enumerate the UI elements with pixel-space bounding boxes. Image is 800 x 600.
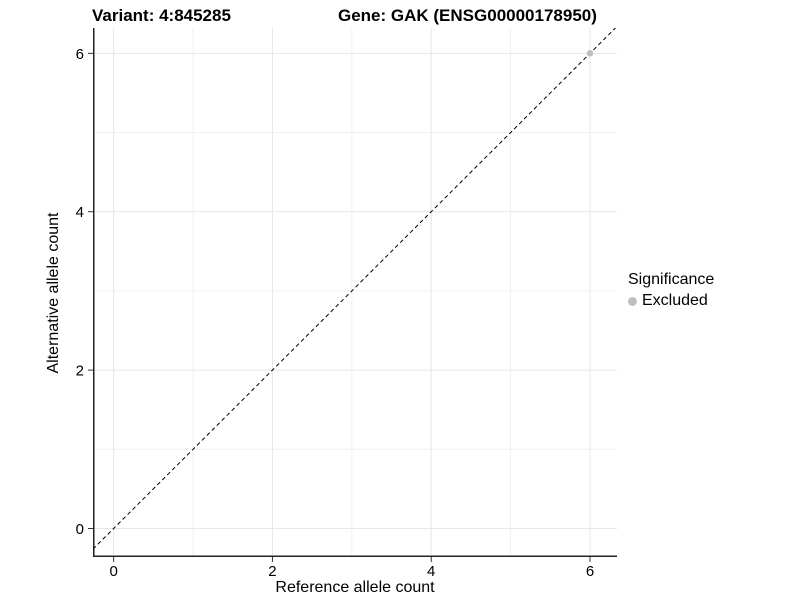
legend-title: Significance [628,271,715,288]
identity-line [93,28,617,550]
y-tick-label: 2 [76,363,84,380]
y-axis-label: Alternative allele count [45,212,62,374]
plot-title-gene: Gene: GAK (ENSG00000178950) [338,6,597,25]
y-tick-label: 4 [76,204,84,221]
x-tick-label: 6 [586,563,594,580]
plot-canvas: 0 2 4 6 0 2 4 6 [76,28,617,580]
legend-items: Excluded [628,292,714,310]
y-tick-label: 0 [76,521,84,538]
y-tick-label: 6 [76,46,84,63]
plot-panel: 0 2 4 6 0 2 4 6 [76,28,617,580]
legend-item-label: Excluded [642,292,708,309]
legend-dot-icon [628,296,637,306]
x-tick-label: 2 [268,563,276,580]
legend-item-excluded: Excluded [628,292,714,310]
legend: Significance Excluded [628,271,714,310]
x-axis-label: Reference allele count [275,579,435,596]
plot-title-variant: Variant: 4:845285 [92,6,231,25]
data-point-excluded [586,50,594,57]
x-tick-label: 0 [109,563,117,580]
x-tick-label: 4 [427,563,435,580]
